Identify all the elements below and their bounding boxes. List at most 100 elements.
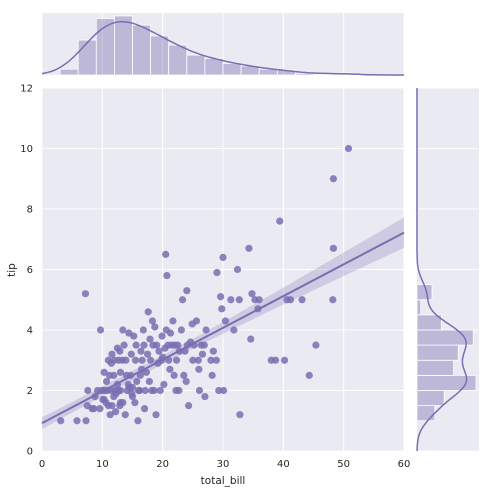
scatter-point [125, 329, 133, 337]
top-marginal-histogram [59, 15, 351, 76]
scatter-point [177, 326, 185, 334]
scatter-point [96, 405, 104, 413]
scatter-point [212, 356, 220, 364]
top-hist-bar [222, 62, 242, 76]
scatter-point [156, 386, 164, 395]
scatter-point [155, 347, 163, 355]
scatter-point [112, 408, 120, 416]
scatter-point [119, 399, 127, 407]
x-tick-label: 0 [39, 459, 45, 470]
scatter-point [233, 265, 242, 274]
scatter-point [172, 356, 181, 364]
scatter-point [100, 368, 108, 376]
scatter-point [163, 271, 171, 280]
x-tick-label: 10 [96, 459, 109, 470]
scatter-point [141, 386, 149, 395]
scatter-point [137, 347, 145, 355]
scatter-point [213, 268, 221, 277]
top-hist-bar [186, 54, 206, 76]
scatter-point [84, 386, 92, 395]
scatter-point [120, 341, 128, 349]
scatter-point [158, 332, 166, 340]
scatter-point [81, 290, 90, 298]
scatter-point [82, 417, 90, 425]
scatter-point [110, 371, 118, 379]
scatter-point [138, 356, 146, 364]
scatter-point [202, 326, 210, 334]
x-axis-label: total_bill [201, 475, 246, 487]
scatter-point [169, 317, 177, 325]
scatter-point [153, 341, 161, 349]
top-hist-bar [59, 68, 79, 76]
scatter-point [218, 305, 226, 313]
scatter-point [134, 417, 142, 425]
scatter-point [132, 341, 140, 349]
scatter-point [73, 417, 81, 425]
right-hist-bar [416, 390, 445, 407]
scatter-point [122, 356, 130, 364]
scatter-point [96, 326, 105, 334]
scatter-point [329, 296, 337, 304]
joint-panel [41, 87, 405, 452]
scatter-point [195, 365, 203, 373]
scatter-point [189, 356, 197, 364]
scatter-point [216, 293, 225, 301]
scatter-point [271, 356, 280, 364]
scatter-point [247, 335, 255, 343]
y-tick-label: 0 [27, 447, 33, 458]
scatter-point [221, 317, 230, 325]
y-tick-label: 6 [27, 265, 33, 276]
x-tick-label: 60 [398, 459, 411, 470]
scatter-point [119, 326, 127, 334]
scatter-point [180, 371, 188, 379]
scatter-point [195, 386, 204, 395]
top-hist-bar [168, 44, 188, 76]
scatter-point [136, 371, 144, 379]
scatter-point [183, 287, 191, 295]
scatter-point [276, 217, 284, 225]
top-marginal-grid [41, 13, 405, 75]
scatter-point [131, 356, 140, 364]
scatter-point [219, 253, 227, 261]
scatter-point [227, 296, 235, 304]
top-hist-bar [132, 24, 152, 76]
scatter-point [152, 411, 160, 419]
top-hist-bar [258, 68, 278, 76]
scatter-point [280, 356, 289, 364]
scatter-point [298, 296, 306, 304]
scatter-point [235, 296, 243, 304]
scatter-point [245, 244, 253, 252]
scatter-point [116, 347, 124, 355]
x-tick-label: 50 [337, 459, 350, 470]
scatter-point [160, 380, 168, 389]
scatter-point [147, 356, 155, 364]
scatter-point [57, 417, 65, 425]
scatter-point [200, 341, 208, 349]
scatter-point [107, 359, 115, 367]
scatter-point [116, 386, 125, 395]
scatter-point [127, 350, 135, 358]
scatter-point [255, 296, 263, 304]
scatter-point [174, 341, 182, 349]
top-hist-bar [150, 35, 170, 76]
y-axis-label: tip [6, 263, 18, 277]
x-tick-label: 40 [277, 459, 290, 470]
scatter-point [146, 335, 154, 343]
right-hist-bar [416, 405, 436, 422]
scatter-point [220, 386, 228, 395]
scatter-point [102, 377, 111, 386]
scatter-point [344, 144, 353, 153]
scatter-point [182, 377, 190, 386]
scatter-point [209, 347, 217, 355]
y-tick-labels: 0 2 4 6 8 10 12 [20, 84, 33, 458]
scatter-point [116, 368, 125, 376]
scatter-point [192, 317, 201, 325]
scatter-point [148, 317, 157, 325]
y-tick-label: 2 [27, 386, 33, 397]
scatter-point [201, 392, 209, 401]
scatter-point [207, 356, 215, 364]
top-hist-bar [204, 57, 224, 76]
scatter-point [230, 326, 238, 334]
scatter-point [170, 371, 178, 379]
scatter-point [305, 371, 313, 379]
